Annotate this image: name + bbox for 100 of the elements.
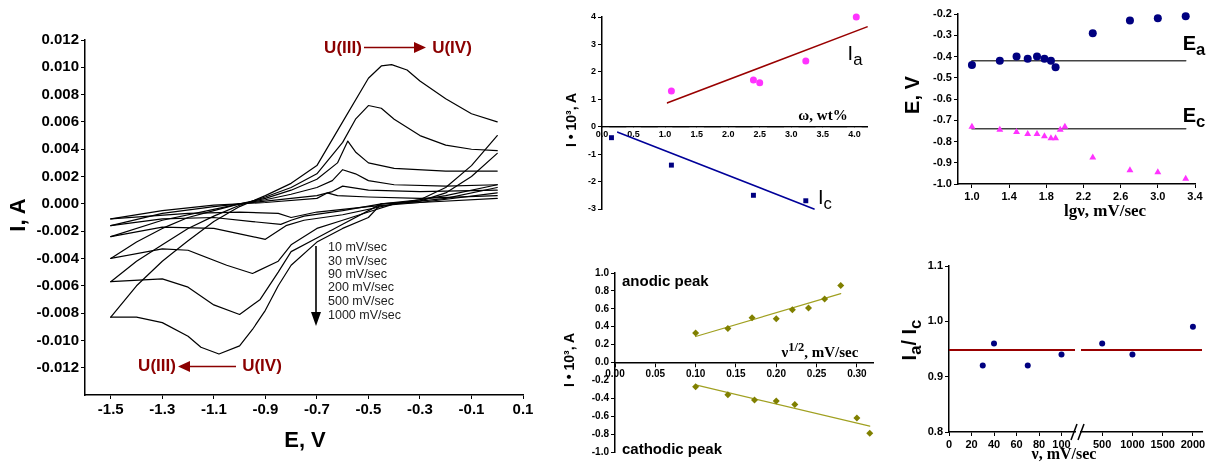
text: E$_{c}$	[1182, 104, 1206, 132]
x-tick-label: 1.5	[690, 128, 703, 139]
y-tick-label: -1.0	[591, 445, 610, 457]
x-tick-label: 0.10	[685, 368, 706, 380]
x-tick-label: 3.0	[1150, 189, 1166, 202]
x-tick-label: 60	[1010, 437, 1023, 450]
y-tick-label: 0.000	[41, 193, 79, 211]
y-tick-label: 0.012	[41, 30, 79, 48]
y-axis-title: I • 10³, A	[561, 332, 578, 388]
annotation: 200 mV/sec	[328, 280, 395, 295]
y-tick-label: 0.8	[927, 425, 943, 438]
x-tick-label: 0.15	[726, 368, 747, 380]
y-tick-label: -0.012	[36, 357, 79, 375]
annotation: 30 mV/sec	[328, 254, 388, 269]
x-tick-label: 1.0	[964, 189, 980, 202]
x-axis-title: ν$^{1/2}$, mV/sec	[781, 340, 859, 361]
x-tick-label: 1.8	[1038, 189, 1054, 202]
y-tick-label: 1.0	[927, 314, 943, 327]
y-tick-label: 0.0	[595, 356, 610, 368]
x-tick-label: -0.7	[303, 400, 330, 418]
annotation: 90 mV/sec	[328, 267, 388, 282]
y-tick-label: 0.4	[595, 320, 610, 332]
y-tick-label: -0.8	[591, 427, 610, 439]
y-tick-label: 4	[590, 11, 596, 22]
series-label: I$_{a}$	[847, 42, 863, 70]
y-tick-label: 1.0	[595, 266, 610, 278]
x-tick-label: 0.30	[847, 368, 868, 380]
y-tick-label: -1.0	[933, 177, 952, 190]
x-axis-title: ω, wt%	[798, 106, 848, 124]
x-tick-label: 3.5	[816, 128, 830, 139]
x-tick-label: -1.3	[149, 400, 176, 418]
x-tick-label: 1000	[1120, 437, 1145, 450]
y-axis-title: E, V	[901, 76, 923, 114]
annotation: 10 mV/sec	[328, 240, 388, 255]
x-tick-label: 500	[1093, 437, 1112, 450]
x-tick-label: 0.25	[806, 368, 827, 380]
x-tick-label: 1500	[1150, 437, 1175, 450]
x-tick-label: -0.5	[355, 400, 382, 418]
y-tick-label: 0.008	[41, 84, 79, 102]
annotation: U(IV)	[432, 37, 472, 58]
x-tick-label: 2000	[1180, 437, 1206, 450]
y-tick-label: -0.3	[933, 28, 952, 41]
y-tick-label: 0.006	[41, 112, 79, 130]
x-tick-label: -0.3	[407, 400, 433, 418]
x-tick-label: 0.05	[645, 368, 666, 380]
y-tick-label: -0.8	[933, 134, 952, 147]
y-tick-label: 0.002	[41, 166, 79, 184]
y-tick-label: 1	[590, 93, 596, 104]
y-tick-label: -1	[587, 148, 596, 159]
y-tick-label: -0.4	[933, 49, 953, 62]
y-tick-label: 0.004	[41, 139, 80, 157]
x-tick-label: 4.0	[848, 128, 861, 139]
annotation: U(III)	[324, 37, 362, 58]
y-tick-label: -0.006	[36, 275, 79, 293]
y-tick-label: 3	[590, 38, 596, 49]
y-tick-label: 0.2	[595, 338, 610, 350]
x-tick-label: 20	[965, 437, 978, 450]
y-tick-label: -0.010	[36, 330, 79, 348]
x-tick-label: -1.5	[97, 400, 124, 418]
annotation: U(III)	[138, 355, 176, 376]
y-tick-label: 0	[590, 121, 596, 132]
y-axis-title: I, A	[4, 198, 31, 232]
x-tick-label: 2.5	[753, 128, 766, 139]
x-tick-label: 100	[1052, 437, 1071, 450]
y-tick-label: -0.7	[933, 113, 952, 126]
y-tick-label: 2	[590, 66, 596, 77]
y-tick-label: -0.6	[591, 409, 610, 421]
x-tick-label: 0.5	[627, 128, 640, 139]
y-tick-label: -2	[587, 176, 596, 187]
x-tick-label: 1.4	[1001, 189, 1018, 202]
annotation: cathodic peak	[622, 439, 723, 458]
y-tick-label: -3	[587, 203, 596, 214]
y-tick-label: 0.010	[41, 57, 79, 75]
x-tick-label: 2.6	[1113, 189, 1129, 202]
x-tick-label: 1.0	[658, 128, 672, 139]
y-tick-label: 0.8	[595, 284, 610, 296]
annotation: 500 mV/sec	[328, 294, 395, 309]
y-tick-label: -0.004	[36, 248, 80, 266]
series-label: E$_{a}$	[1182, 32, 1206, 60]
y-axis-title: I • 10³, A	[563, 92, 580, 148]
annotation: U(IV)	[242, 355, 282, 376]
x-tick-label: 0.20	[766, 368, 787, 380]
x-tick-label: 3.4	[1187, 189, 1204, 202]
x-tick-label: 3.0	[785, 128, 798, 139]
x-tick-label: 2.2	[1075, 189, 1092, 202]
x-tick-label: 2.0	[721, 128, 735, 139]
x-tick-label: -1.1	[200, 400, 227, 418]
x-tick-label: 0.1	[512, 400, 534, 418]
x-tick-label: -0.9	[252, 400, 279, 418]
y-tick-label: -0.4	[591, 392, 610, 404]
y-tick-label: 0.9	[927, 369, 943, 382]
x-tick-label: 40	[987, 437, 1001, 450]
y-tick-label: -0.9	[933, 155, 952, 168]
y-tick-label: 0.6	[595, 302, 610, 314]
annotation: 1000 mV/sec	[328, 308, 401, 323]
annotation: anodic peak	[622, 271, 709, 290]
y-tick-label: -0.2	[933, 7, 952, 20]
x-axis-title: lgν, mV/sec	[1063, 200, 1147, 221]
x-tick-label: -0.1	[458, 400, 485, 418]
x-axis-title: E, V	[284, 426, 326, 453]
